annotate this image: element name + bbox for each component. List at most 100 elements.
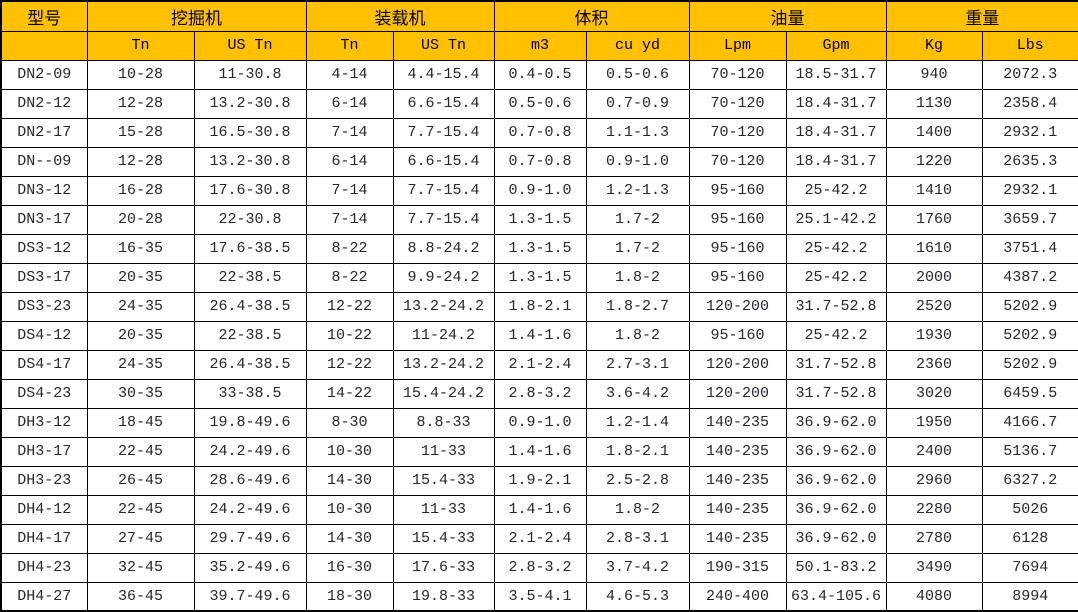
header-unit-uston-excavator: US Tn	[193, 30, 307, 61]
value-cell: 70-120	[688, 117, 787, 148]
table-row: DN--09 12-28 13.2-30.8 6-14 6.6-15.4 0.7-0.8 0…	[0, 146, 1078, 177]
value-cell: 12-28	[86, 146, 195, 177]
value-cell: 26-45	[86, 465, 195, 496]
value-cell: 2000	[885, 262, 983, 293]
value-cell: 11-30.8	[193, 59, 307, 90]
value-cell: 7.7-15.4	[392, 117, 495, 148]
value-cell: 32-45	[86, 552, 195, 583]
header-unit-cuyd: cu yd	[585, 30, 690, 61]
value-cell: 8.8-33	[392, 407, 495, 438]
model-cell: DN2-12	[0, 88, 88, 119]
value-cell: 7-14	[305, 117, 394, 148]
value-cell: 1.4-1.6	[493, 494, 587, 525]
model-cell: DN3-12	[0, 175, 88, 206]
value-cell: 4080	[885, 581, 983, 612]
value-cell: 13.2-30.8	[193, 146, 307, 177]
value-cell: 3.5-4.1	[493, 581, 587, 612]
value-cell: 10-30	[305, 494, 394, 525]
value-cell: 5202.9	[981, 320, 1078, 351]
value-cell: 17.6-30.8	[193, 175, 307, 206]
value-cell: 26.4-38.5	[193, 291, 307, 322]
value-cell: 3659.7	[981, 204, 1078, 235]
value-cell: 1.3-1.5	[493, 233, 587, 264]
value-cell: 7-14	[305, 204, 394, 235]
table-row: DS3-17 20-35 22-38.5 8-22 9.9-24.2 1.3-1.5 1.8…	[0, 262, 1078, 293]
value-cell: 140-235	[688, 465, 787, 496]
value-cell: 18-30	[305, 581, 394, 612]
value-cell: 25.1-42.2	[785, 204, 887, 235]
value-cell: 28.6-49.6	[193, 465, 307, 496]
value-cell: 2960	[885, 465, 983, 496]
value-cell: 24.2-49.6	[193, 494, 307, 525]
table-row: DN3-17 20-28 22-30.8 7-14 7.7-15.4 1.3-1.5 1.7…	[0, 204, 1078, 235]
value-cell: 2520	[885, 291, 983, 322]
model-cell: DS3-17	[0, 262, 88, 293]
value-cell: 36.9-62.0	[785, 465, 887, 496]
header-group-row: 型号 挖掘机 装载机 体积 油量 重量	[0, 0, 1078, 32]
value-cell: 1.8-2	[585, 320, 690, 351]
value-cell: 35.2-49.6	[193, 552, 307, 583]
value-cell: 1220	[885, 146, 983, 177]
value-cell: 8-22	[305, 262, 394, 293]
model-cell: DH3-17	[0, 436, 88, 467]
header-group-oil: 油量	[688, 0, 887, 32]
value-cell: 0.5-0.6	[493, 88, 587, 119]
value-cell: 1.8-2	[585, 262, 690, 293]
model-cell: DS4-17	[0, 349, 88, 380]
value-cell: 5202.9	[981, 291, 1078, 322]
header-group-loader: 装载机	[305, 0, 495, 32]
value-cell: 6-14	[305, 88, 394, 119]
value-cell: 1.3-1.5	[493, 204, 587, 235]
value-cell: 8.8-24.2	[392, 233, 495, 264]
value-cell: 7.7-15.4	[392, 175, 495, 206]
model-cell: DN--09	[0, 146, 88, 177]
model-cell: DN2-17	[0, 117, 88, 148]
model-cell: DH4-17	[0, 523, 88, 554]
value-cell: 18.4-31.7	[785, 117, 887, 148]
model-cell: DS4-23	[0, 378, 88, 409]
value-cell: 2932.1	[981, 117, 1078, 148]
table-row: DH4-17 27-45 29.7-49.6 14-30 15.4-33 2.1-2.4 2…	[0, 523, 1078, 554]
value-cell: 24.2-49.6	[193, 436, 307, 467]
value-cell: 26.4-38.5	[193, 349, 307, 380]
model-cell: DH3-12	[0, 407, 88, 438]
value-cell: 1.3-1.5	[493, 262, 587, 293]
value-cell: 6.6-15.4	[392, 88, 495, 119]
value-cell: 16-28	[86, 175, 195, 206]
value-cell: 3.7-4.2	[585, 552, 690, 583]
header-unit-m3: m3	[493, 30, 587, 61]
value-cell: 8994	[981, 581, 1078, 612]
value-cell: 2932.1	[981, 175, 1078, 206]
value-cell: 1400	[885, 117, 983, 148]
value-cell: 1.8-2.1	[585, 436, 690, 467]
header-group-weight: 重量	[885, 0, 1078, 32]
value-cell: 1760	[885, 204, 983, 235]
value-cell: 1130	[885, 88, 983, 119]
value-cell: 12-22	[305, 291, 394, 322]
table-header: 型号 挖掘机 装载机 体积 油量 重量 Tn US Tn Tn US Tn m3…	[0, 0, 1078, 61]
value-cell: 1950	[885, 407, 983, 438]
value-cell: 50.1-83.2	[785, 552, 887, 583]
table-row: DN2-17 15-28 16.5-30.8 7-14 7.7-15.4 0.7-0.8 1…	[0, 117, 1078, 148]
value-cell: 12-28	[86, 88, 195, 119]
value-cell: 95-160	[688, 262, 787, 293]
value-cell: 10-22	[305, 320, 394, 351]
value-cell: 15.4-24.2	[392, 378, 495, 409]
table-row: DS3-12 16-35 17.6-38.5 8-22 8.8-24.2 1.3-1.5 1…	[0, 233, 1078, 264]
value-cell: 9.9-24.2	[392, 262, 495, 293]
model-cell: DN3-17	[0, 204, 88, 235]
value-cell: 940	[885, 59, 983, 90]
value-cell: 36-45	[86, 581, 195, 612]
header-model: 型号	[0, 0, 88, 32]
value-cell: 95-160	[688, 320, 787, 351]
value-cell: 16-35	[86, 233, 195, 264]
value-cell: 12-22	[305, 349, 394, 380]
header-unit-uston-loader: US Tn	[392, 30, 495, 61]
value-cell: 120-200	[688, 378, 787, 409]
value-cell: 20-35	[86, 320, 195, 351]
model-cell: DS4-12	[0, 320, 88, 351]
value-cell: 15.4-33	[392, 465, 495, 496]
value-cell: 4387.2	[981, 262, 1078, 293]
value-cell: 6128	[981, 523, 1078, 554]
header-unit-row: Tn US Tn Tn US Tn m3 cu yd Lpm Gpm Kg Lb…	[0, 30, 1078, 61]
